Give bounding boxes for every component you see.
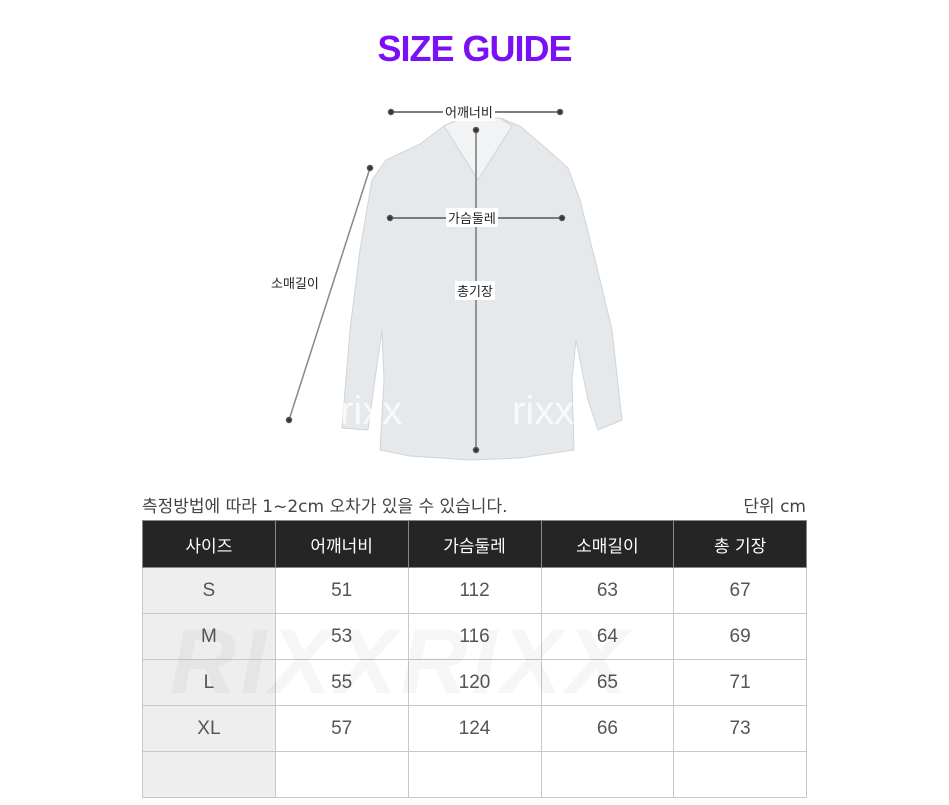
table-row: XL 57 124 66 73 xyxy=(142,705,807,752)
header-length: 총 기장 xyxy=(673,520,807,568)
sleeve-dot xyxy=(366,164,374,172)
measurement-cell xyxy=(274,751,409,798)
table-row: S 51 112 63 67 xyxy=(142,567,807,614)
chest-dot xyxy=(558,214,566,222)
header-chest: 가슴둘레 xyxy=(407,520,542,568)
size-cell: M xyxy=(142,613,276,660)
shoulder-dot xyxy=(387,108,395,116)
measurement-cell xyxy=(540,751,675,798)
measurement-cell: 71 xyxy=(673,659,807,706)
measurement-cell: 51 xyxy=(274,567,409,614)
chest-dot xyxy=(386,214,394,222)
measurement-cell: 57 xyxy=(274,705,409,752)
measurement-cell xyxy=(673,751,807,798)
shoulder-label: 어깨너비 xyxy=(443,102,495,121)
table-row: M 53 116 64 69 xyxy=(142,613,807,660)
size-cell: L xyxy=(142,659,276,706)
table-header-row: 사이즈 어깨너비 가슴둘레 소매길이 총 기장 xyxy=(142,520,807,568)
measurement-cell: 120 xyxy=(407,659,542,706)
shoulder-dot xyxy=(556,108,564,116)
sleeve-label: 소매길이 xyxy=(269,273,321,292)
shirt-watermark-right: rixx xyxy=(512,389,574,433)
measurement-note: 측정방법에 따라 1~2cm 오차가 있을 수 있습니다. xyxy=(142,497,508,517)
measurement-cell: 124 xyxy=(407,705,542,752)
measurement-cell: 67 xyxy=(673,567,807,614)
measurement-cell: 63 xyxy=(540,567,675,614)
size-cell: S xyxy=(142,567,276,614)
shirt-watermark-left: rixx xyxy=(340,389,402,433)
measurement-cell xyxy=(407,751,542,798)
measurement-cell: 65 xyxy=(540,659,675,706)
table-row: L 55 120 65 71 xyxy=(142,659,807,706)
measurement-cell: 112 xyxy=(407,567,542,614)
measurement-cell: 55 xyxy=(274,659,409,706)
measurement-cell: 116 xyxy=(407,613,542,660)
size-table: 사이즈 어깨너비 가슴둘레 소매길이 총 기장 S 51 112 63 67 M 53 116… xyxy=(142,520,807,798)
header-size: 사이즈 xyxy=(142,520,276,568)
measurement-cell: 64 xyxy=(540,613,675,660)
sleeve-line xyxy=(288,167,371,421)
size-cell: XL xyxy=(142,705,276,752)
length-dot xyxy=(472,126,480,134)
chest-label: 가슴둘레 xyxy=(446,208,498,227)
measurement-cell: 73 xyxy=(673,705,807,752)
length-dot xyxy=(472,446,480,454)
unit-label: 단위 cm xyxy=(743,497,806,517)
header-sleeve: 소매길이 xyxy=(540,520,675,568)
page-title: SIZE GUIDE xyxy=(377,28,572,69)
size-cell xyxy=(142,751,276,798)
sleeve-dot xyxy=(285,416,293,424)
measurement-cell: 69 xyxy=(673,613,807,660)
measurement-cell: 53 xyxy=(274,613,409,660)
shirt-diagram: rixx rixx xyxy=(285,108,623,461)
measurement-cell: 66 xyxy=(540,705,675,752)
length-label: 총기장 xyxy=(455,281,495,300)
table-row xyxy=(142,751,807,798)
header-shoulder: 어깨너비 xyxy=(274,520,409,568)
